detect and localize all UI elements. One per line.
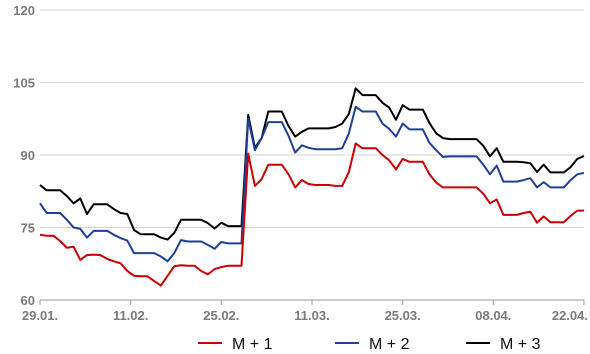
- y-tick-label: 75: [21, 221, 35, 236]
- y-tick-label: 60: [21, 293, 35, 308]
- x-tick-label: 08.04.: [475, 308, 511, 323]
- y-axis-labels: 120 105 90 75 60: [13, 3, 35, 308]
- x-tick-label: 29.01.: [22, 308, 58, 323]
- series-line-m-plus-3: [39, 87, 585, 241]
- legend: M + 1 M + 2 M + 3: [198, 336, 541, 353]
- x-tick-label: 22.04.: [552, 308, 588, 323]
- series-line-m-plus-1: [39, 142, 584, 287]
- legend-label-m-plus-2: M + 2: [369, 336, 410, 353]
- y-tick-label: 105: [13, 76, 35, 91]
- legend-label-m-plus-3: M + 3: [500, 336, 541, 353]
- legend-label-m-plus-1: M + 1: [232, 336, 273, 353]
- series-lines: [39, 87, 585, 287]
- x-tick-label: 25.03.: [385, 308, 421, 323]
- series-line-m-plus-2: [39, 105, 585, 263]
- y-tick-label: 90: [21, 148, 35, 163]
- x-axis-labels: 29.01. 11.02. 25.02. 11.03. 25.03. 08.04. 22.0…: [22, 308, 588, 323]
- x-axis-ticks: [39, 300, 585, 305]
- grid-lines: [40, 9, 584, 301]
- x-tick-label: 11.02.: [113, 308, 148, 323]
- y-tick-label: 120: [13, 3, 35, 18]
- x-tick-label: 25.02.: [203, 308, 239, 323]
- x-tick-label: 11.03.: [294, 308, 329, 323]
